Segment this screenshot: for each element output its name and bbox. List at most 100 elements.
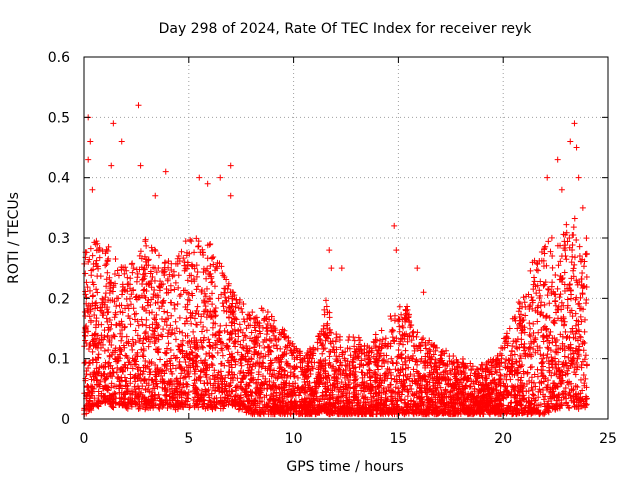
data-point	[129, 336, 136, 343]
data-point	[229, 318, 236, 325]
data-point	[549, 253, 556, 259]
data-point	[433, 344, 440, 351]
data-point	[517, 311, 524, 318]
data-point	[581, 328, 588, 335]
data-point	[218, 380, 225, 387]
data-point	[272, 327, 279, 334]
data-point	[114, 267, 121, 274]
data-point	[542, 243, 549, 250]
data-point	[93, 257, 100, 264]
data-point	[103, 261, 110, 268]
data-point	[553, 365, 560, 372]
data-point	[212, 312, 219, 319]
data-point	[146, 309, 153, 316]
data-point	[105, 347, 112, 354]
data-point	[141, 253, 148, 260]
data-point	[83, 371, 90, 378]
data-point	[576, 333, 583, 340]
data-point	[136, 337, 143, 344]
data-point	[582, 352, 589, 359]
data-point	[467, 360, 474, 367]
data-point	[566, 389, 573, 396]
data-point	[201, 380, 208, 387]
data-point	[263, 331, 270, 338]
data-point	[191, 249, 198, 256]
data-point	[238, 362, 245, 369]
data-point	[110, 282, 117, 289]
data-point	[234, 375, 241, 382]
data-point	[127, 301, 134, 308]
data-point	[180, 255, 187, 262]
data-point	[135, 322, 142, 329]
data-point	[219, 347, 226, 354]
data-point	[405, 364, 412, 371]
data-point	[493, 369, 500, 376]
data-point	[382, 335, 389, 342]
data-point	[516, 305, 523, 312]
data-point	[535, 388, 542, 395]
data-point	[209, 345, 216, 352]
data-point	[548, 372, 555, 379]
data-point	[127, 275, 134, 282]
data-point	[551, 298, 558, 305]
data-point	[178, 384, 185, 391]
data-point	[547, 347, 554, 354]
data-point	[355, 341, 362, 348]
data-point	[134, 332, 141, 339]
data-point	[544, 285, 551, 292]
data-point	[568, 275, 575, 282]
data-point	[184, 398, 191, 405]
data-point	[261, 344, 268, 351]
data-point	[178, 341, 185, 348]
data-point	[537, 302, 544, 309]
data-point	[131, 311, 138, 318]
data-point	[430, 351, 437, 358]
data-point	[574, 355, 581, 362]
data-point	[382, 340, 389, 347]
data-point	[554, 349, 561, 356]
data-point	[139, 383, 146, 390]
data-point	[558, 299, 565, 306]
data-point	[422, 345, 429, 352]
data-point	[264, 343, 271, 350]
data-point	[237, 359, 244, 366]
data-point	[144, 363, 151, 370]
data-point	[198, 328, 205, 335]
data-point	[84, 305, 91, 312]
data-point	[430, 377, 437, 384]
data-point	[378, 327, 385, 334]
data-point	[119, 291, 126, 298]
data-point	[149, 273, 156, 280]
data-point	[116, 378, 123, 385]
data-point	[222, 294, 229, 301]
data-point	[111, 314, 118, 321]
data-point	[549, 339, 556, 346]
data-point	[408, 355, 415, 362]
data-point	[167, 365, 174, 372]
data-point	[384, 365, 391, 372]
data-point	[337, 344, 344, 351]
data-point	[138, 389, 145, 396]
data-point	[102, 294, 109, 301]
data-point	[575, 301, 582, 308]
data-point	[264, 328, 271, 335]
data-point	[391, 312, 398, 319]
data-point	[238, 385, 245, 392]
data-point	[576, 300, 583, 307]
data-point	[548, 400, 555, 407]
data-point	[576, 252, 583, 259]
data-point	[432, 347, 439, 354]
data-point	[408, 386, 415, 393]
data-point	[118, 377, 125, 384]
data-point	[347, 352, 354, 359]
data-point	[548, 354, 555, 361]
data-point	[402, 365, 409, 372]
data-point	[355, 334, 362, 341]
data-point	[89, 332, 96, 339]
data-point	[188, 320, 195, 327]
data-point	[408, 398, 415, 405]
data-point	[181, 374, 188, 381]
data-point	[578, 362, 585, 369]
data-point	[554, 285, 561, 292]
data-point	[173, 376, 180, 383]
